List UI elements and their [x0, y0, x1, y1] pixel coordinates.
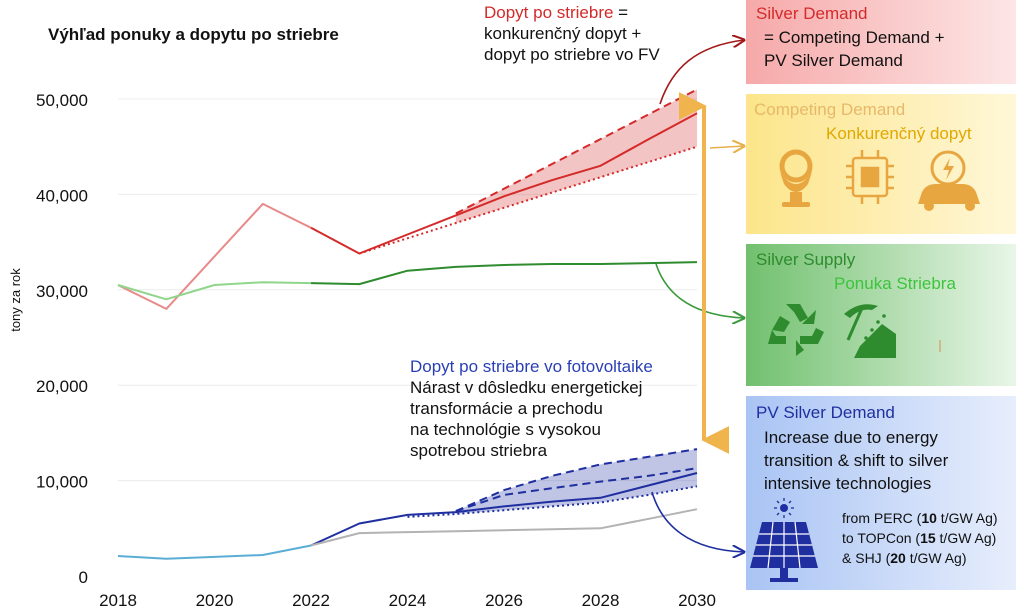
series-line	[407, 485, 698, 518]
electric-car-icon	[918, 150, 980, 211]
competing-demand-subtitle: Konkurenčný dopyt	[826, 124, 972, 143]
silver-supply-subtitle: Ponuka Striebra	[834, 274, 956, 293]
demand-annotation: Dopyt po striebre = konkurenčný dopyt + …	[484, 2, 660, 65]
silver-demand-line2: PV Silver Demand	[764, 51, 903, 70]
tech-topcon-pre: to TOPCon (	[842, 530, 921, 546]
series-line	[455, 448, 698, 513]
series-line	[117, 202, 312, 310]
silver-demand-panel	[746, 0, 1016, 84]
range-bands	[455, 89, 697, 514]
demand-arrow	[659, 40, 744, 105]
silver-supply-title: Silver Supply	[756, 250, 856, 269]
competing-demand-title: Competing Demand	[754, 100, 906, 119]
pv-silver-demand-line2: transition & shift to silver	[764, 451, 949, 470]
pv-annotation-line3: transformácie a prechodu	[410, 399, 603, 418]
chart-title: Výhľad ponuky a dopytu po striebre	[48, 25, 339, 44]
y-axis-label: tony za rok	[8, 268, 23, 332]
series-line	[310, 508, 698, 547]
series-line	[358, 145, 698, 255]
demand-annotation-tail: =	[613, 3, 629, 22]
demand-annotation-line3: dopyt po striebre vo FV	[484, 45, 660, 64]
tech-line-shj: & SHJ (20 t/GW Ag)	[842, 550, 967, 566]
pv-annotation-head: Dopyt po striebre vo fotovoltaike	[410, 357, 653, 376]
pv-annotation-line2: Nárast v dôsledku energetickej	[410, 378, 643, 397]
range-band	[455, 449, 697, 514]
x-tick-label: 2030	[678, 591, 716, 610]
pv-annotation: Dopyt po striebre vo fotovoltaike Nárast…	[410, 356, 653, 461]
pv-silver-demand-title: PV Silver Demand	[756, 403, 895, 422]
tech-shj-pre: & SHJ (	[842, 550, 891, 566]
series-line	[455, 467, 698, 513]
x-tick-label: 2026	[485, 591, 523, 610]
demand-annotation-head: Dopyt po striebre	[484, 3, 614, 22]
series-line	[455, 88, 698, 215]
silver-demand-line1: = Competing Demand +	[764, 28, 945, 47]
competing-arrow	[709, 146, 744, 148]
axis-ticks: 0 10,000 20,000 30,000 40,000 50,000 2018 2020 2…	[36, 91, 716, 610]
solar-panel-icon	[750, 498, 818, 582]
demand-annotation-line2: konkurenčný dopyt +	[484, 24, 642, 43]
tech-shj-num: 20	[890, 550, 906, 566]
y-tick-label: 30,000	[36, 282, 88, 301]
pv-arrow	[651, 491, 744, 552]
mining-icon	[844, 304, 896, 358]
y-tick-label: 10,000	[36, 473, 88, 492]
series-line	[117, 544, 312, 560]
y-tick-label: 20,000	[36, 377, 88, 396]
series-line	[310, 261, 698, 286]
y-tick-label: 0	[79, 568, 88, 587]
pv-silver-demand-line3: intensive technologies	[764, 474, 932, 493]
chip-icon	[846, 150, 894, 204]
silver-supply-panel	[746, 244, 1016, 386]
pv-silver-demand-line1: Increase due to energy	[764, 428, 938, 447]
x-tick-label: 2018	[99, 591, 137, 610]
x-tick-label: 2020	[196, 591, 234, 610]
pv-annotation-line4: na technológie s vysokou	[410, 420, 601, 439]
x-tick-label: 2024	[389, 591, 427, 610]
y-tick-label: 50,000	[36, 91, 88, 110]
recycle-icon	[768, 304, 824, 356]
tech-line-topcon: to TOPCon (15 t/GW Ag)	[842, 530, 996, 546]
x-tick-label: 2028	[582, 591, 620, 610]
series-line	[310, 472, 698, 547]
tech-perc-num: 10	[921, 510, 937, 526]
pv-annotation-line5: spotrebou striebra	[410, 441, 548, 460]
supply-arrow	[655, 263, 744, 318]
range-band	[455, 89, 697, 223]
series-lines	[117, 88, 698, 560]
tech-topcon-num: 15	[920, 530, 936, 546]
jewelry-icon	[779, 149, 813, 207]
tech-shj-post: t/GW Ag)	[905, 550, 967, 566]
series-line	[310, 112, 698, 255]
x-tick-label: 2022	[292, 591, 330, 610]
tech-perc-pre: from PERC (	[842, 510, 922, 526]
silver-demand-title: Silver Demand	[756, 4, 868, 23]
tech-line-perc: from PERC (10 t/GW Ag)	[842, 510, 998, 526]
y-tick-label: 40,000	[36, 186, 88, 205]
tech-perc-post: t/GW Ag)	[936, 510, 998, 526]
tech-topcon-post: t/GW Ag)	[935, 530, 997, 546]
series-line	[117, 281, 312, 301]
